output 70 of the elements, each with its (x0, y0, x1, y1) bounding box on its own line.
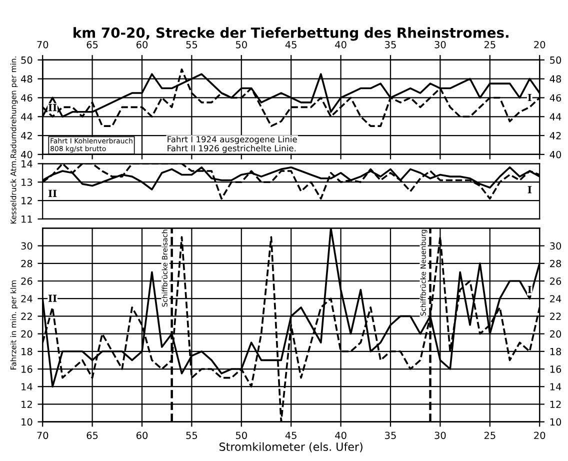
y-tick-label: 42 (20, 132, 32, 140)
y2-tick-label: 20 (550, 330, 562, 338)
x2-tick-label: 35 (385, 40, 396, 48)
y-tick-label: 18 (22, 348, 32, 356)
y2-tick-label: 44 (550, 113, 562, 120)
chart-title: km 70-20, Strecke der Tieferbettung des Rheinstromes. (74, 27, 508, 41)
y2-tick-label: 26 (550, 277, 562, 285)
y-tick-label: 14 (22, 160, 32, 168)
x2-tick-label: 55 (186, 41, 198, 48)
y-tick-label: 13 (22, 178, 32, 186)
y-tick-label: 48 (20, 75, 32, 83)
y2-tick-label: 18 (550, 348, 562, 356)
x-tick-label: 55 (186, 432, 198, 440)
x-tick-label: 40 (335, 432, 346, 440)
y2-tick-label: 28 (550, 260, 562, 268)
y-tick-label: 12 (22, 400, 32, 408)
y-tick-label: 20 (21, 330, 32, 338)
x-tick-label: 20 (534, 432, 546, 440)
y-tick-label: 26 (21, 277, 32, 285)
x-tick-label: 50 (236, 432, 247, 440)
y-tick-label: 44 (20, 113, 32, 120)
y-tick-label: 11 (22, 216, 32, 223)
x2-tick-label: 45 (285, 41, 296, 48)
x2-tick-label: 60 (136, 40, 148, 48)
y-tick-label: 10 (22, 418, 32, 426)
y-tick-label: 24 (21, 295, 32, 302)
x2-tick-label: 70 (37, 40, 48, 48)
y2-tick-label: 42 (550, 132, 561, 140)
x2-tick-label: 25 (484, 40, 496, 48)
x-tick-label: 65 (86, 432, 98, 440)
y-tick-label: 46 (20, 94, 32, 102)
y-tick-label: 28 (21, 260, 32, 268)
x2-tick-label: 40 (335, 40, 346, 48)
x-tick-label: 70 (37, 432, 48, 440)
y-tick-label: 14 (22, 383, 32, 390)
y-tick-label: 12 (22, 197, 32, 204)
x-tick-label: 35 (385, 432, 396, 440)
y-tick-label: 30 (21, 242, 32, 250)
y-tick-label: 50 (21, 56, 32, 64)
y-tick-label: 40 (20, 150, 32, 158)
y2-tick-label: 30 (550, 242, 562, 250)
x2-tick-label: 20 (534, 40, 546, 48)
y2-tick-label: 10 (550, 418, 562, 426)
series-label: II (48, 294, 57, 302)
x2-tick-label: 65 (86, 40, 98, 48)
y2-tick-label: 12 (550, 400, 561, 408)
series-label: II (48, 190, 57, 197)
y2-tick-label: 46 (550, 94, 562, 102)
x-tick-label: 60 (136, 432, 148, 440)
series-label: I (528, 186, 532, 194)
x2-tick-label: 50 (236, 40, 247, 48)
y2-tick-label: 48 (550, 75, 562, 83)
x-tick-label: 45 (285, 432, 296, 440)
series-label: I (528, 94, 532, 102)
y2-tick-label: 50 (550, 56, 562, 64)
y2-tick-label: 24 (550, 295, 562, 302)
y-tick-label: 16 (22, 365, 32, 373)
series-label: II (48, 104, 57, 112)
series-label: I (528, 286, 532, 294)
x2-tick-label: 30 (434, 40, 446, 48)
x-tick-label: 25 (484, 432, 496, 440)
annotation: Fahrt I 1924 ausgezogene Linie (168, 136, 297, 144)
x-axis-title: Stromkilometer (els. Ufer) (220, 442, 362, 452)
y-tick-label: 22 (21, 312, 32, 320)
annotation: Fahrt II 1926 gestrichelte Linie. (168, 144, 296, 154)
y2-tick-label: 16 (550, 365, 562, 373)
x-tick-label: 30 (434, 432, 446, 440)
y2-tick-label: 40 (550, 150, 562, 158)
y2-tick-label: 22 (550, 312, 561, 320)
y2-tick-label: 14 (550, 383, 562, 390)
